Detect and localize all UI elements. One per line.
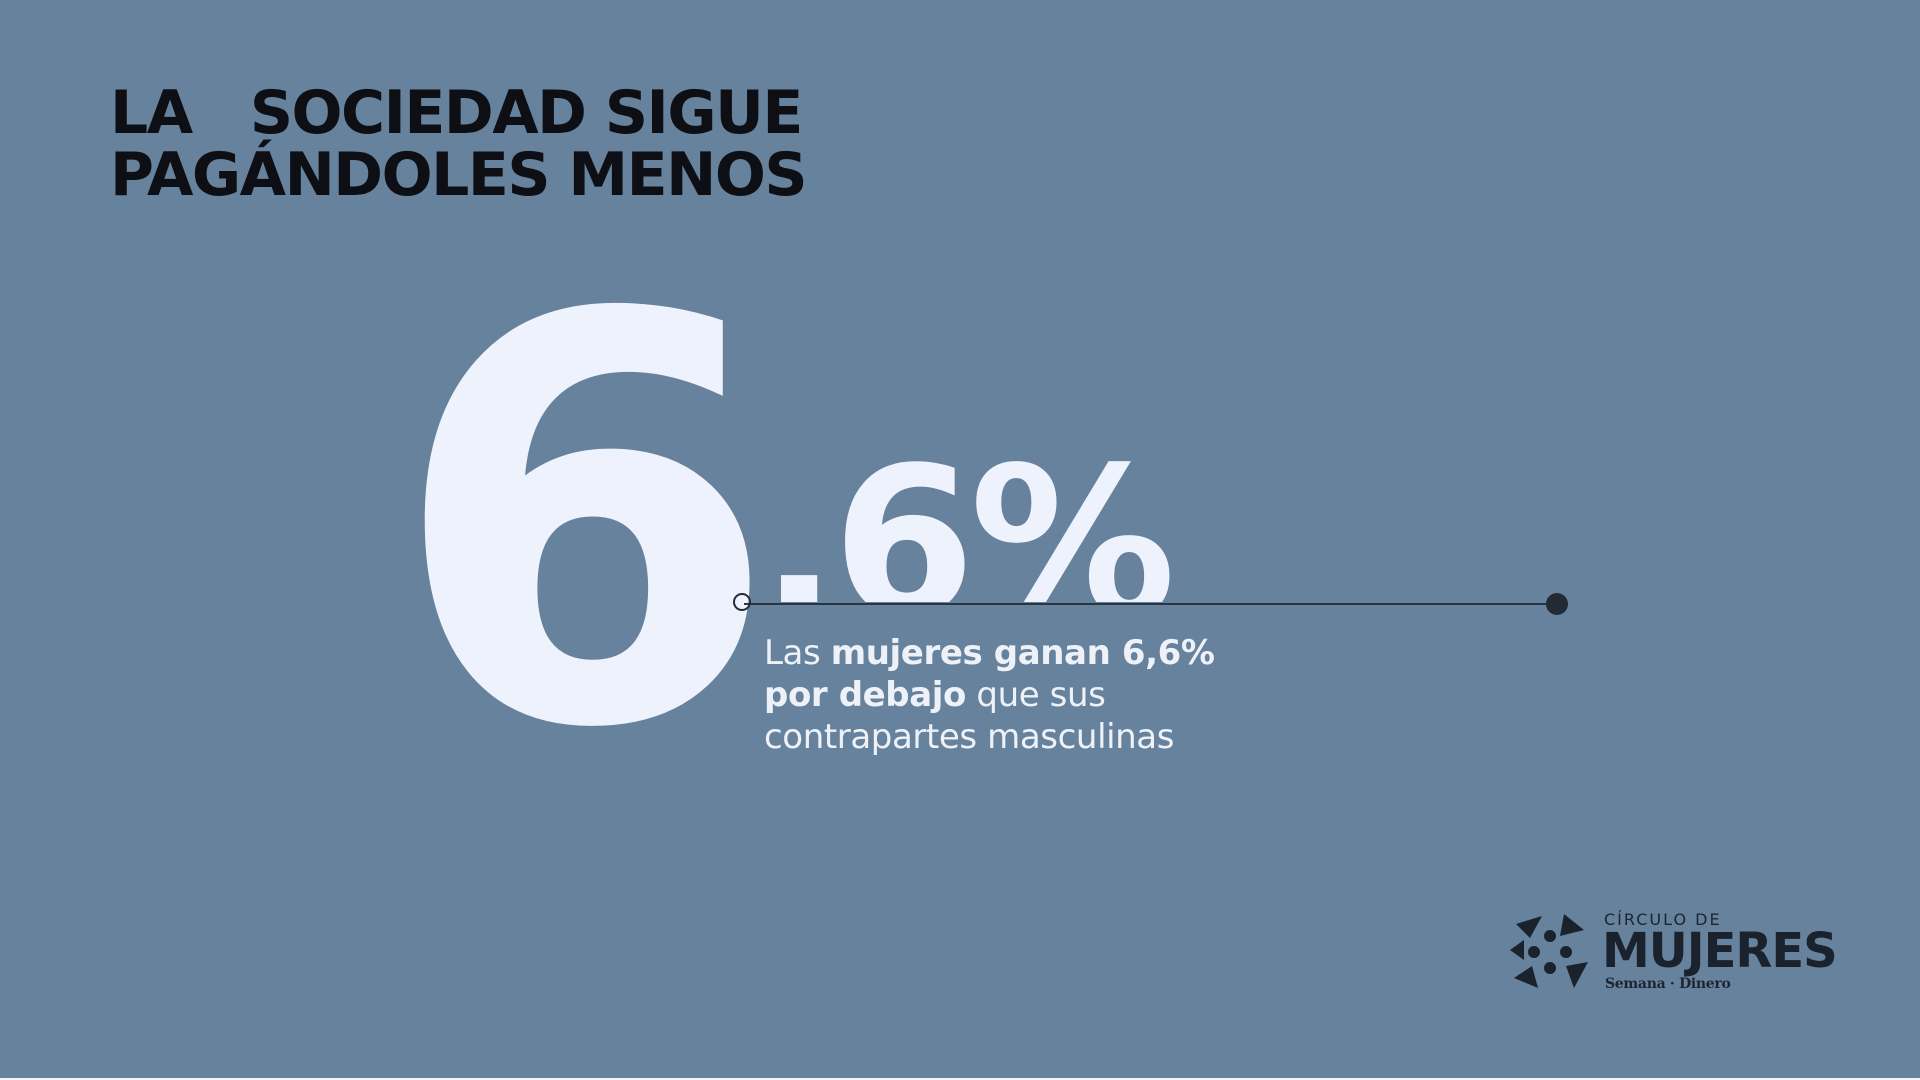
title-line-1: LA SOCIEDAD SIGUE: [110, 78, 803, 148]
title-line-2: PAGÁNDOLES MENOS: [110, 140, 808, 210]
timeline-connector: [732, 592, 1568, 616]
timeline-line: [744, 603, 1554, 605]
circulo-de-mujeres-logo: CÍRCULO DE MUJERES Semana · Dinero: [1508, 908, 1848, 996]
bottom-border: [0, 1078, 1920, 1080]
circulo-de-mujeres-logo-icon: [1510, 914, 1588, 988]
timeline-end-dot: [1546, 593, 1568, 615]
logo-semana-dinero: Semana · Dinero: [1605, 976, 1731, 992]
caption-suffix: que sus: [966, 675, 1106, 715]
caption-line-3: contrapartes masculinas: [764, 717, 1175, 757]
timeline-start-dot: [733, 593, 751, 611]
decimal-percentage-clip: .6%: [760, 440, 1180, 602]
logo-circulo-de: CÍRCULO DE: [1604, 910, 1722, 929]
decimal-percentage: .6%: [760, 440, 1176, 602]
caption-prefix: Las: [764, 633, 831, 673]
slide-title: LA SOCIEDAD SIGUE PAGÁNDOLES MENOS: [110, 78, 808, 210]
stat-caption: Las mujeres ganan 6,6% por debajo que sus…: [764, 632, 1324, 758]
logo-mujeres: MUJERES: [1602, 923, 1838, 979]
caption-bold-2: por debajo: [764, 675, 966, 715]
caption-bold-1: mujeres ganan 6,6%: [830, 633, 1215, 673]
big-number-six: 6: [390, 199, 780, 851]
